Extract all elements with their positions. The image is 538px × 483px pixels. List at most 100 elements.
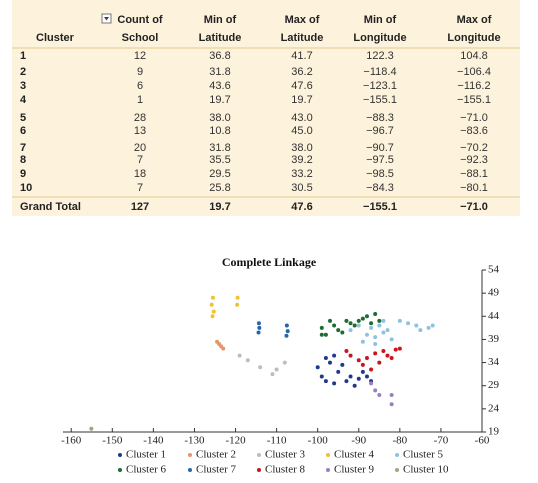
point bbox=[332, 381, 337, 386]
point bbox=[348, 321, 353, 326]
legend-marker bbox=[257, 468, 261, 472]
point bbox=[336, 328, 341, 333]
point bbox=[381, 318, 386, 323]
table-cell: 1 bbox=[137, 94, 143, 106]
column-header: Min of bbox=[364, 14, 397, 26]
point bbox=[284, 333, 289, 338]
point bbox=[356, 358, 361, 363]
point bbox=[274, 367, 279, 372]
x-tick-label: -90 bbox=[351, 435, 366, 447]
table-cell: 18 bbox=[134, 168, 146, 180]
point bbox=[323, 379, 328, 384]
point bbox=[360, 369, 365, 374]
x-tick-label: -110 bbox=[267, 435, 287, 447]
legend-label: Cluster 7 bbox=[196, 464, 237, 476]
point bbox=[256, 321, 261, 326]
point bbox=[328, 318, 333, 323]
y-tick-label: 54 bbox=[488, 264, 500, 276]
point bbox=[364, 332, 369, 337]
legend-label: Cluster 2 bbox=[196, 449, 236, 461]
legend-marker bbox=[257, 453, 261, 457]
table-cell: 7 bbox=[137, 182, 143, 194]
dropdown-arrow bbox=[104, 17, 109, 21]
y-tick-label: 34 bbox=[488, 356, 500, 368]
table-cell: 7 bbox=[137, 154, 143, 166]
point bbox=[418, 328, 423, 333]
table-cell: 35.5 bbox=[209, 154, 230, 166]
point bbox=[319, 374, 324, 379]
point bbox=[397, 346, 402, 351]
table-cell: 10.8 bbox=[209, 125, 230, 137]
table-cell: 36.8 bbox=[209, 50, 230, 62]
point bbox=[389, 355, 394, 360]
table-cell: 36.2 bbox=[291, 66, 312, 78]
point bbox=[211, 309, 216, 314]
column-header: Max of bbox=[457, 14, 492, 26]
table-cell: −106.4 bbox=[457, 66, 491, 78]
column-header: Max of bbox=[285, 14, 320, 26]
x-tick-label: -120 bbox=[225, 435, 246, 447]
point bbox=[235, 302, 240, 307]
table-cell: 19.7 bbox=[291, 94, 312, 106]
table-cell: 104.8 bbox=[460, 50, 488, 62]
column-header: School bbox=[122, 32, 159, 44]
legend-marker bbox=[395, 468, 399, 472]
x-tick-label: -70 bbox=[434, 435, 449, 447]
table-cell: −88.3 bbox=[366, 112, 394, 124]
point bbox=[340, 330, 345, 335]
table-cell: −123.1 bbox=[363, 80, 397, 92]
table-cell: 41.7 bbox=[291, 50, 312, 62]
table-cell: 31.8 bbox=[209, 142, 230, 154]
point bbox=[344, 318, 349, 323]
table-cell: −98.5 bbox=[366, 168, 394, 180]
point bbox=[221, 346, 226, 351]
table-cell: 6 bbox=[137, 80, 143, 92]
table-cell: 29.5 bbox=[209, 168, 230, 180]
point bbox=[210, 314, 215, 319]
point bbox=[385, 328, 390, 333]
table-cell: 20 bbox=[134, 142, 146, 154]
table-cell: 13 bbox=[134, 125, 146, 137]
point bbox=[285, 329, 290, 334]
table-cell: −97.5 bbox=[366, 154, 394, 166]
point bbox=[270, 372, 275, 377]
x-tick-label: -130 bbox=[184, 435, 205, 447]
point bbox=[245, 358, 250, 363]
point bbox=[369, 325, 374, 330]
point bbox=[373, 335, 378, 340]
column-header: Latitude bbox=[199, 32, 242, 44]
table-cell: 122.3 bbox=[366, 50, 394, 62]
point bbox=[332, 353, 337, 358]
point bbox=[344, 349, 349, 353]
x-tick-label: -80 bbox=[393, 435, 408, 447]
point bbox=[256, 330, 261, 335]
point bbox=[373, 351, 378, 356]
legend-label: Cluster 10 bbox=[403, 464, 449, 476]
total-cell: 19.7 bbox=[209, 201, 230, 213]
point bbox=[237, 353, 242, 358]
legend-marker bbox=[188, 453, 192, 457]
point bbox=[377, 323, 382, 328]
row-label: 4 bbox=[20, 94, 27, 106]
point bbox=[369, 381, 374, 386]
point bbox=[328, 360, 333, 365]
point bbox=[364, 314, 369, 319]
row-label: 2 bbox=[20, 66, 26, 78]
point bbox=[315, 365, 320, 370]
table-cell: 45.0 bbox=[291, 125, 312, 137]
x-tick-label: -160 bbox=[61, 435, 82, 447]
point bbox=[406, 321, 411, 326]
table-cell: 47.6 bbox=[291, 80, 312, 92]
point bbox=[258, 365, 263, 370]
point bbox=[373, 388, 378, 393]
table-cell: −118.4 bbox=[363, 66, 396, 78]
point bbox=[210, 295, 215, 300]
y-tick-label: 24 bbox=[488, 402, 500, 414]
point bbox=[364, 374, 369, 379]
point bbox=[377, 360, 382, 365]
point bbox=[356, 318, 361, 323]
table-cell: 43.0 bbox=[291, 112, 312, 124]
legend-marker bbox=[326, 468, 330, 472]
legend-marker bbox=[326, 453, 330, 457]
row-label: 6 bbox=[20, 125, 26, 137]
